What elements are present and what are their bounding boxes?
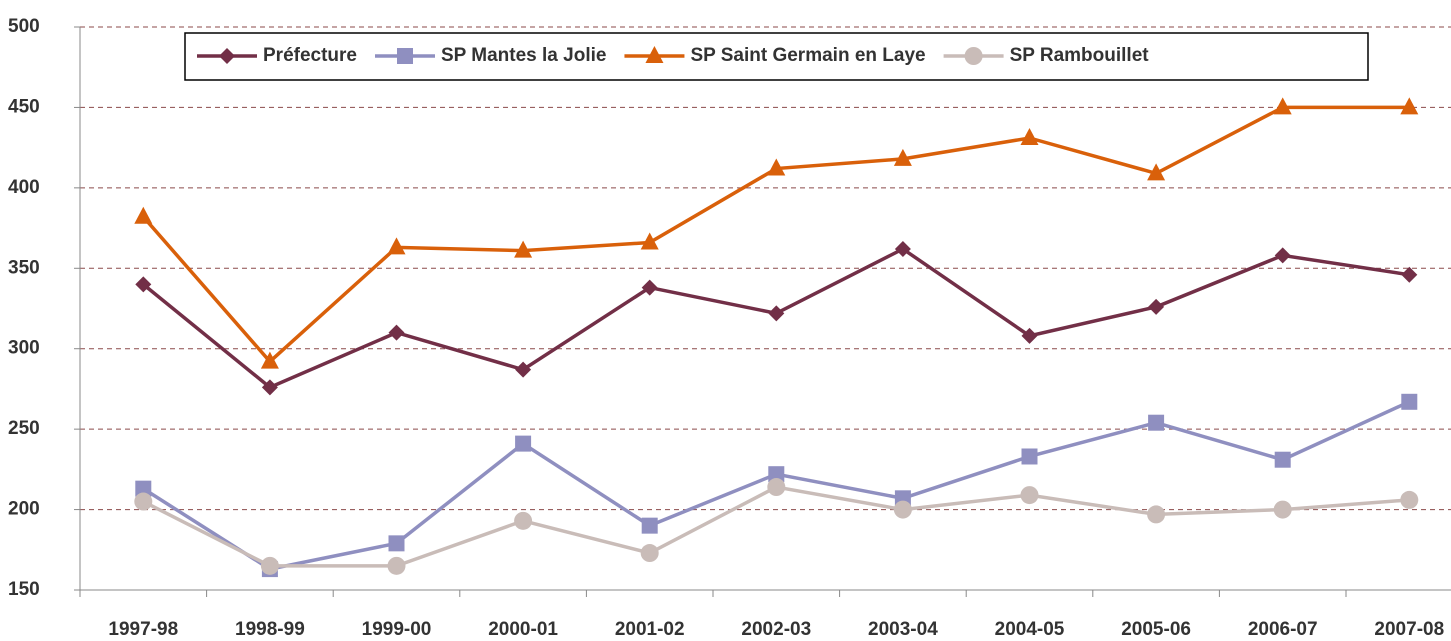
data-point <box>1021 448 1038 465</box>
data-point <box>1148 414 1165 431</box>
x-tick-label: 2002-03 <box>741 619 811 640</box>
data-point <box>388 324 405 341</box>
x-tick-label: 1997-98 <box>108 619 178 640</box>
x-tick-label: 2005-06 <box>1121 619 1191 640</box>
x-tick-label: 1998-99 <box>235 619 305 640</box>
data-point <box>893 500 912 519</box>
data-point <box>1400 490 1419 509</box>
x-tick-label: 2001-02 <box>615 619 685 640</box>
data-point <box>1020 486 1039 505</box>
data-point <box>894 240 911 257</box>
data-point <box>1401 266 1418 283</box>
data-point <box>1148 298 1165 315</box>
x-tick-label: 2000-01 <box>488 619 558 640</box>
data-point <box>514 511 533 530</box>
x-tick-label: 2004-05 <box>995 619 1065 640</box>
legend-label: Préfecture <box>263 45 357 66</box>
legend-label: SP Saint Germain en Laye <box>690 45 925 66</box>
data-point <box>387 237 406 255</box>
legend-label: SP Mantes la Jolie <box>441 45 606 66</box>
legend-marker <box>219 48 235 64</box>
x-tick-label: 1999-00 <box>362 619 432 640</box>
data-point <box>1020 127 1039 145</box>
data-point <box>640 544 659 563</box>
data-point <box>260 351 279 369</box>
x-tick-label: 2006-07 <box>1248 619 1318 640</box>
y-tick-label: 200 <box>8 499 40 520</box>
data-point <box>893 148 912 166</box>
data-point <box>768 466 785 483</box>
legend-marker <box>645 46 664 63</box>
y-tick-label: 250 <box>8 418 40 439</box>
x-tick-label: 2003-04 <box>868 619 938 640</box>
data-point <box>640 232 659 250</box>
data-point <box>515 361 532 378</box>
data-point <box>1273 97 1292 115</box>
series-line <box>142 485 1410 568</box>
data-point <box>260 556 279 575</box>
data-point <box>134 206 153 224</box>
data-point <box>1274 451 1291 468</box>
data-point <box>261 379 278 396</box>
data-point <box>1401 393 1418 410</box>
y-tick-label: 500 <box>8 16 40 37</box>
data-point <box>641 279 658 296</box>
data-point <box>641 517 658 534</box>
data-point <box>1021 327 1038 344</box>
data-point <box>388 535 405 552</box>
data-point <box>1147 505 1166 524</box>
y-tick-label: 400 <box>8 177 40 198</box>
series-line <box>141 105 1410 365</box>
data-point <box>135 276 152 293</box>
legend-marker <box>964 47 983 65</box>
data-point <box>768 305 785 322</box>
y-tick-label: 300 <box>8 338 40 359</box>
data-point <box>767 478 786 497</box>
data-point <box>1273 500 1292 519</box>
data-point <box>1400 97 1419 115</box>
y-tick-label: 350 <box>8 257 40 278</box>
legend-marker <box>397 48 413 64</box>
data-point <box>134 492 153 511</box>
legend-label: SP Rambouillet <box>1010 45 1150 66</box>
x-tick-label: 2007-08 <box>1374 619 1444 640</box>
data-point <box>514 240 533 258</box>
data-point <box>1274 247 1291 264</box>
y-tick-label: 150 <box>8 579 40 600</box>
data-point <box>135 480 152 497</box>
y-tick-label: 450 <box>8 96 40 117</box>
data-point <box>1147 163 1166 181</box>
data-point <box>515 435 532 452</box>
data-point <box>387 556 406 575</box>
data-point <box>767 158 786 176</box>
